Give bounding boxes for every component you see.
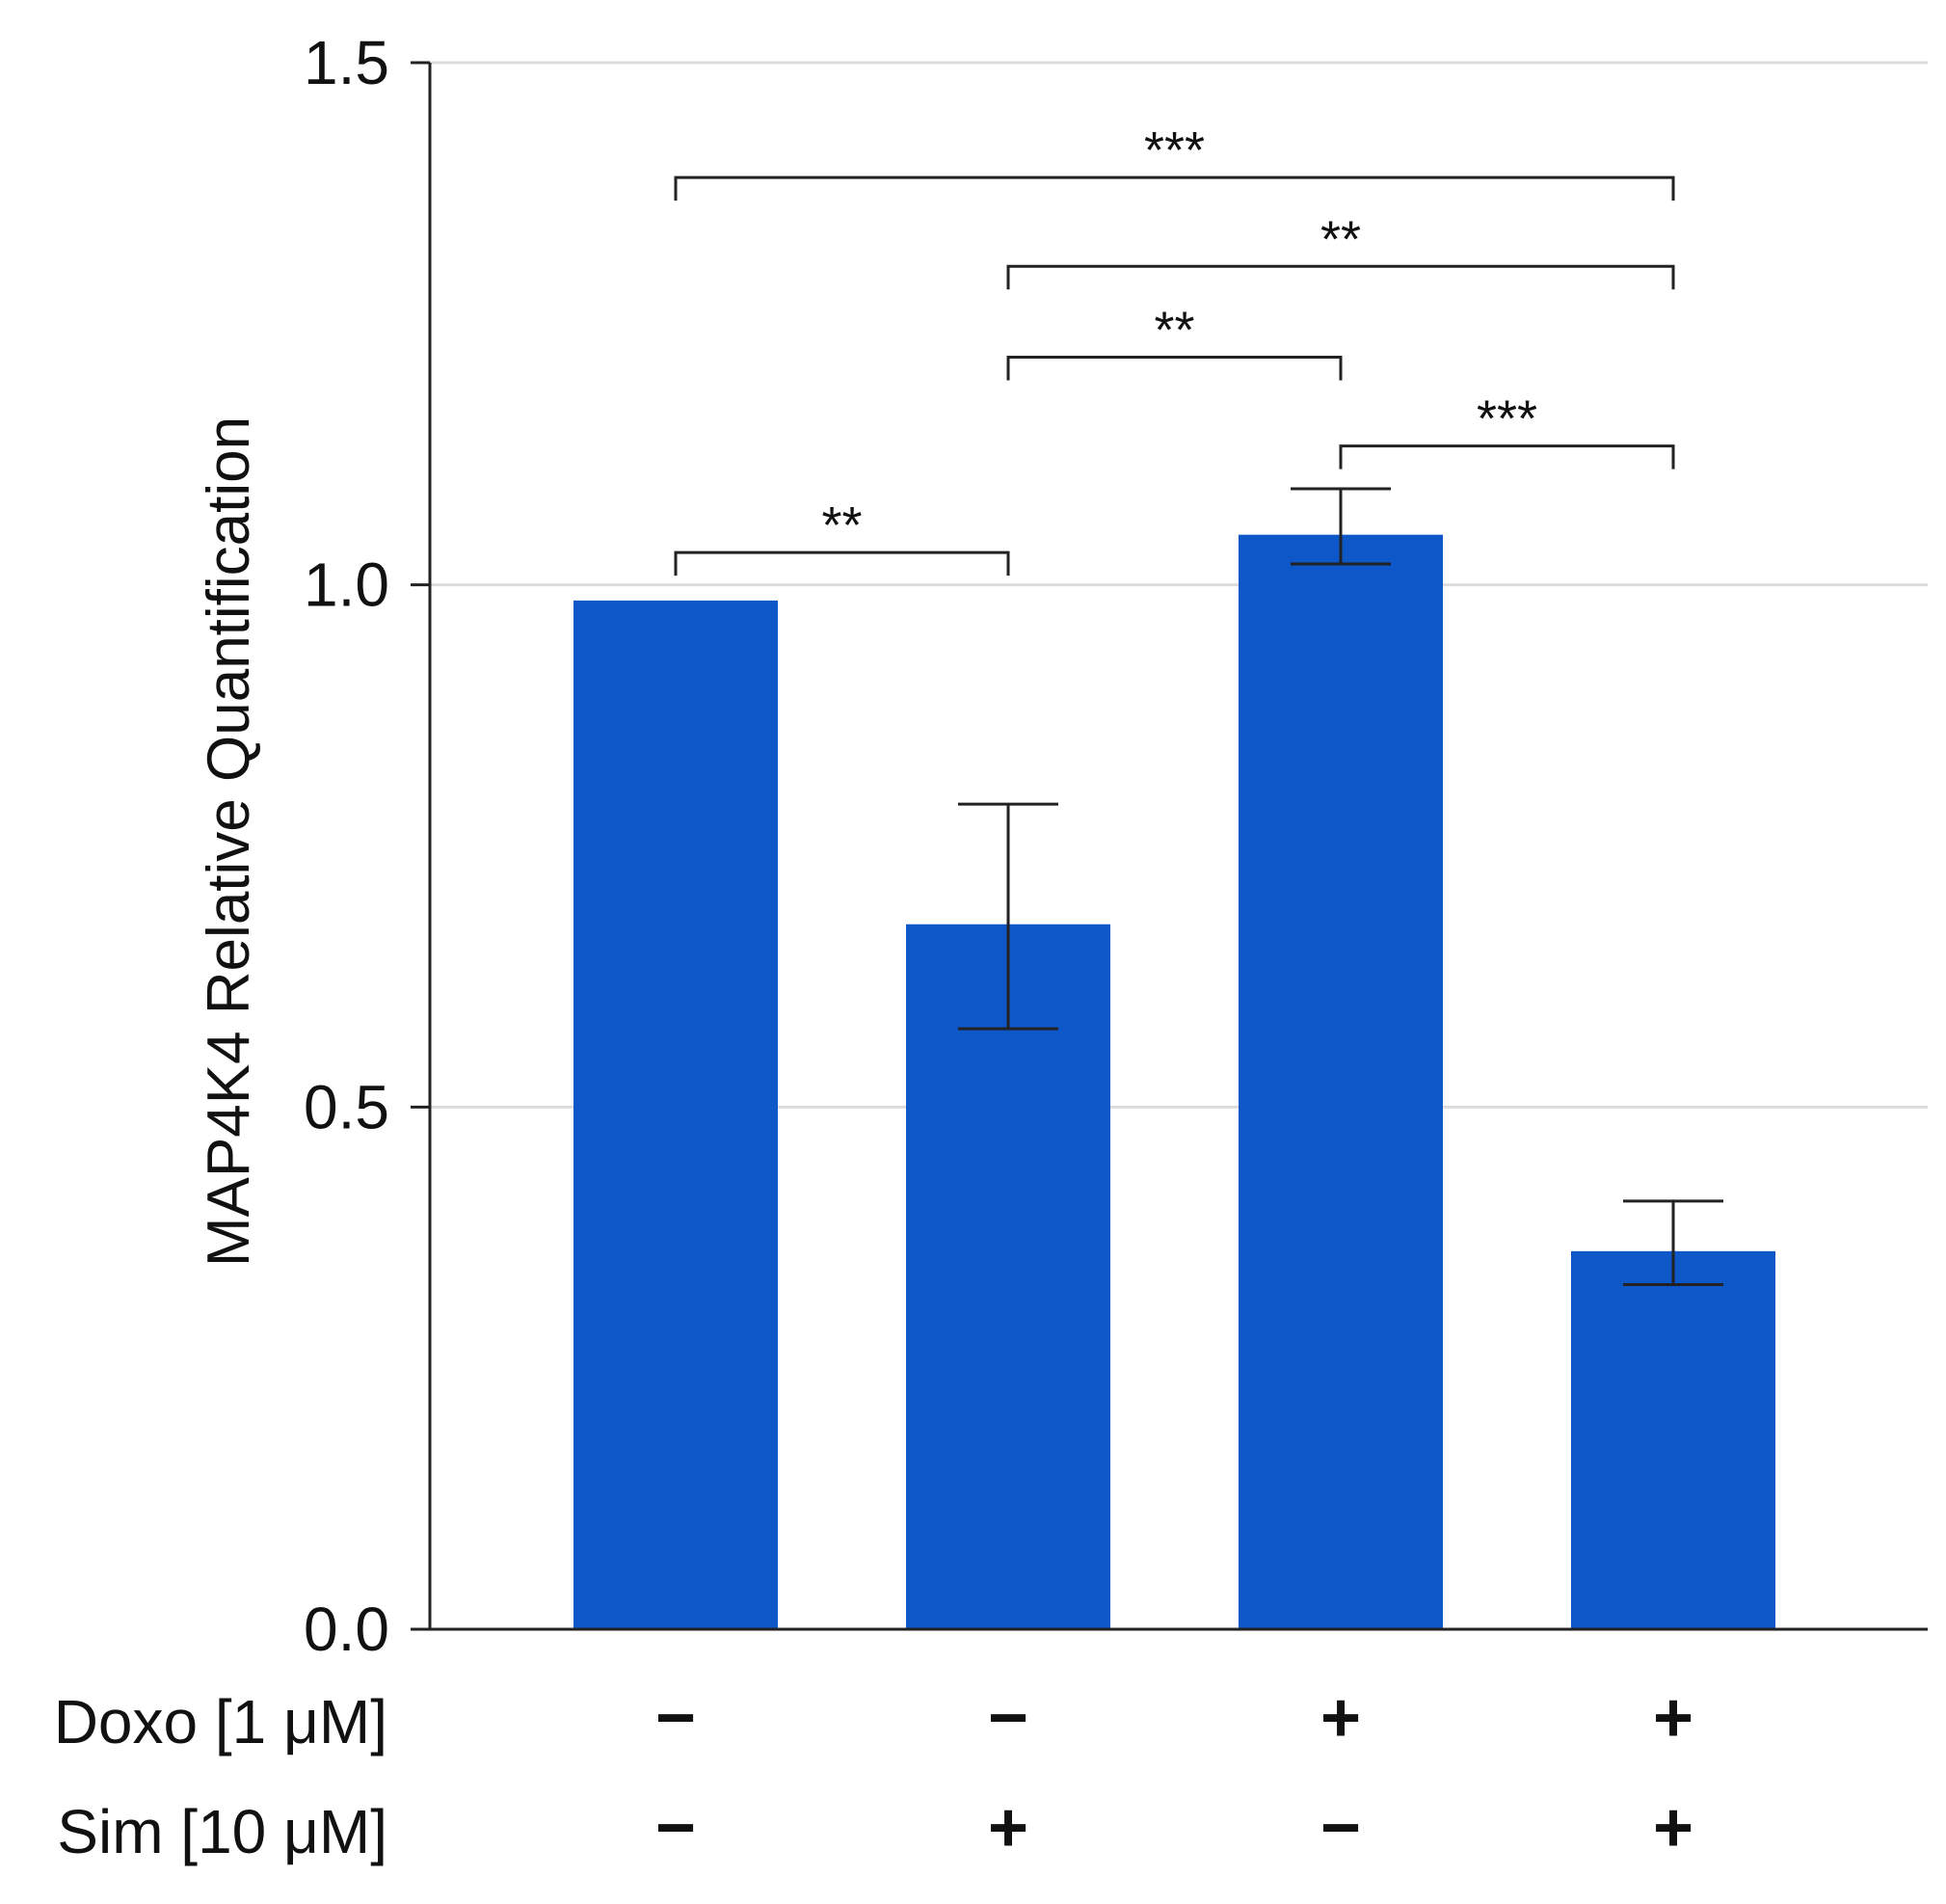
- significance-bracket: ***: [674, 121, 1675, 201]
- treatment-marker: +: [1653, 1789, 1693, 1866]
- treatment-marker: −: [655, 1789, 696, 1866]
- error-bar-4: [1623, 1199, 1723, 1286]
- treatment-marker: +: [988, 1789, 1028, 1866]
- y-axis-label: MAP4K4 Relative Quantification: [196, 416, 262, 1267]
- y-tick-label: 0.0: [304, 1595, 389, 1664]
- significance-bracket-line: [1006, 356, 1343, 381]
- bar-1: [573, 600, 778, 1629]
- treatment-marker: +: [1653, 1679, 1693, 1757]
- significance-bracket-line: [1006, 264, 1675, 290]
- treatment-table: Doxo [1 μM] − − + + Sim [10 μM] − + − +: [54, 1679, 1693, 1866]
- treatment-row-label: Doxo [1 μM]: [54, 1687, 387, 1757]
- significance-bracket: ***: [1339, 390, 1675, 469]
- bars: [573, 534, 1775, 1629]
- treatment-marker: +: [1320, 1679, 1361, 1757]
- significance-bracket: **: [1006, 210, 1675, 290]
- significance-bracket-line: [674, 175, 1675, 201]
- y-tick-label: 1.5: [304, 28, 389, 97]
- significance-label: ***: [1144, 121, 1205, 179]
- bar-2: [906, 924, 1110, 1629]
- error-bar-2: [958, 802, 1058, 1031]
- bar-3: [1239, 534, 1443, 1629]
- significance-label: **: [821, 496, 862, 554]
- y-tick-label: 0.5: [304, 1072, 389, 1141]
- treatment-marker: −: [655, 1679, 696, 1757]
- significance-label: ***: [1477, 390, 1537, 448]
- significance-bracket: **: [674, 496, 1010, 577]
- significance-label: **: [1154, 302, 1194, 360]
- error-bar-3: [1291, 487, 1391, 566]
- treatment-row-label: Sim [10 μM]: [57, 1797, 387, 1866]
- y-tick-labels: 0.0 0.5 1.0 1.5: [304, 28, 430, 1664]
- significance-bracket: **: [1006, 302, 1343, 381]
- significance-bracket-line: [674, 550, 1010, 577]
- treatment-marker: −: [1320, 1789, 1361, 1866]
- y-tick-label: 1.0: [304, 550, 389, 620]
- error-bars: [958, 487, 1723, 1286]
- significance-label: **: [1320, 210, 1361, 268]
- significance-brackets: ************: [674, 121, 1675, 577]
- bar-4: [1571, 1250, 1775, 1629]
- significance-bracket-line: [1339, 444, 1675, 469]
- axes: [428, 63, 1928, 1631]
- treatment-marker: −: [988, 1679, 1028, 1757]
